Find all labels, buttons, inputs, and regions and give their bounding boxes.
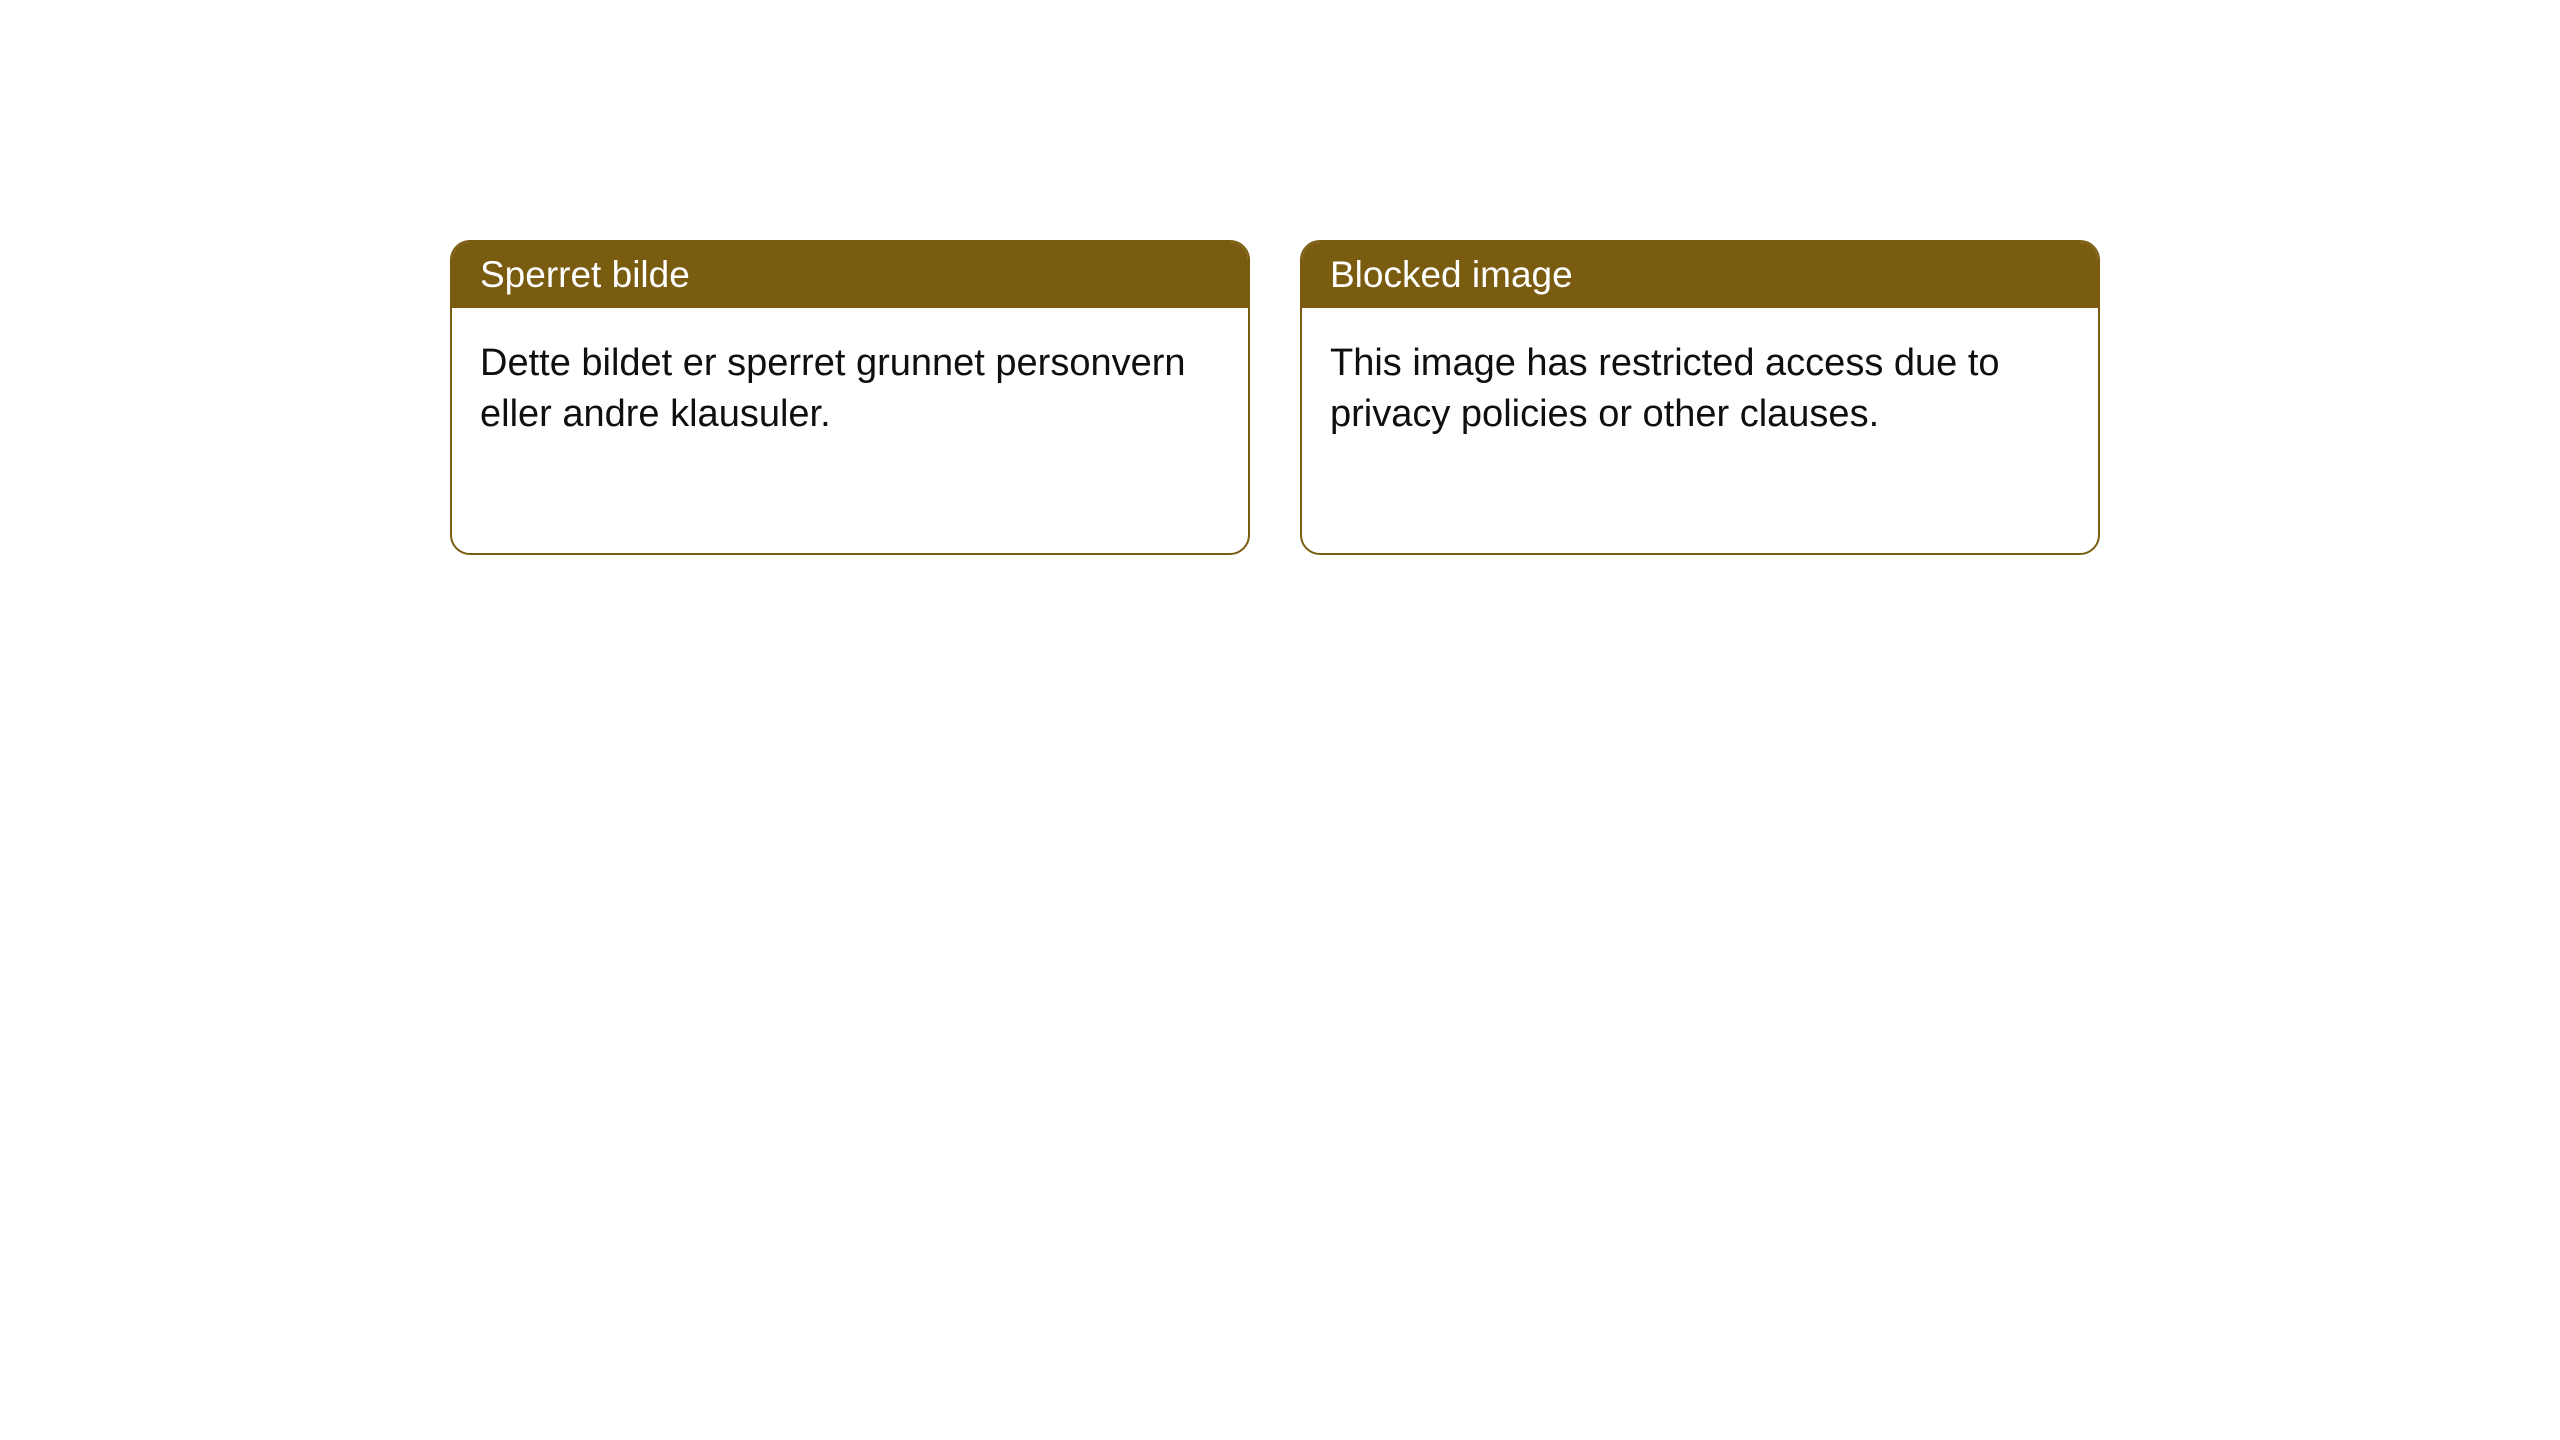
blocked-image-card-english: Blocked image This image has restricted … (1300, 240, 2100, 555)
message-cards-container: Sperret bilde Dette bildet er sperret gr… (0, 0, 2560, 555)
blocked-image-card-norwegian: Sperret bilde Dette bildet er sperret gr… (450, 240, 1250, 555)
card-message: Dette bildet er sperret grunnet personve… (480, 342, 1186, 435)
card-title: Blocked image (1330, 254, 1573, 295)
card-header: Blocked image (1302, 242, 2098, 308)
card-title: Sperret bilde (480, 254, 690, 295)
card-header: Sperret bilde (452, 242, 1248, 308)
card-body: This image has restricted access due to … (1302, 308, 2098, 553)
card-message: This image has restricted access due to … (1330, 342, 2000, 435)
card-body: Dette bildet er sperret grunnet personve… (452, 308, 1248, 553)
